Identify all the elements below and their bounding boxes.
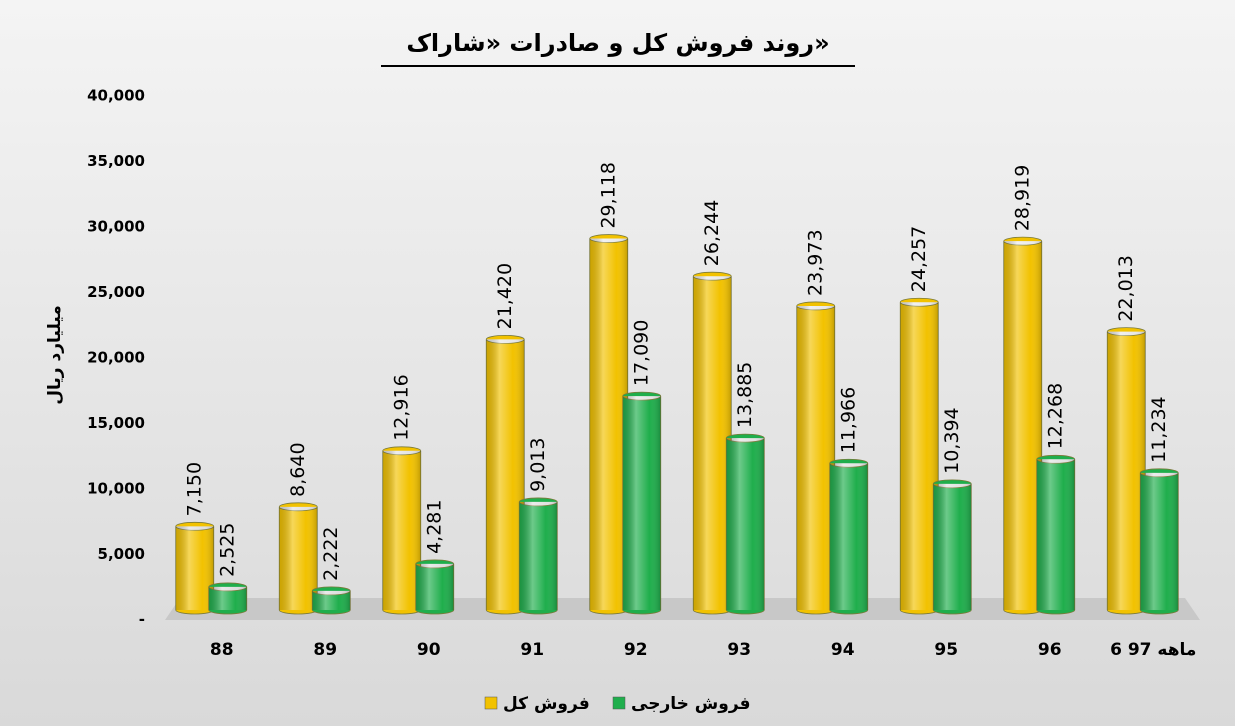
x-tick-label: 6 ماهه 97 (1110, 640, 1196, 660)
value-label: 23,973 (804, 229, 826, 295)
y-tick-label: 5,000 (98, 545, 145, 563)
value-label: 9,013 (527, 438, 549, 492)
x-tick-label: 91 (520, 640, 544, 660)
bar-shine (175, 526, 214, 610)
y-tick-label: 30,000 (87, 218, 145, 236)
value-label: 26,244 (701, 200, 723, 266)
value-label: 17,090 (630, 320, 652, 386)
x-tick-label: 93 (727, 640, 751, 660)
value-label: 21,420 (494, 263, 516, 329)
value-label: 12,916 (390, 374, 412, 440)
value-label: 29,118 (597, 162, 619, 228)
bar-shine (519, 501, 558, 610)
y-tick-label: 15,000 (87, 414, 145, 432)
bar-shine (933, 483, 972, 610)
bar-shine (1107, 331, 1146, 610)
bar-shine (829, 463, 868, 610)
y-tick-label: 10,000 (87, 480, 145, 498)
legend-swatch (484, 696, 498, 710)
bar-shine (1003, 241, 1042, 610)
value-label: 28,919 (1011, 165, 1033, 231)
value-label: 11,234 (1148, 396, 1170, 462)
legend-label: فروش کل (503, 694, 590, 714)
bar-shine (1140, 472, 1179, 610)
bar-shine (486, 339, 525, 610)
bar-shine (796, 305, 835, 610)
bar-shine (382, 450, 421, 610)
value-label: 10,394 (941, 407, 963, 473)
x-tick-label: 92 (624, 640, 648, 660)
bar-shine (279, 506, 318, 610)
value-label: 2,525 (216, 523, 238, 577)
x-tick-label: 94 (831, 640, 855, 660)
bar-shine (726, 438, 765, 610)
y-tick-label: 40,000 (87, 87, 145, 105)
bar-shine (208, 586, 247, 610)
x-tick-label: 88 (210, 640, 234, 660)
y-tick-label: - (139, 611, 145, 629)
value-label: 22,013 (1115, 255, 1137, 321)
bar-shine (312, 590, 351, 610)
value-label: 7,150 (183, 462, 205, 516)
value-label: 12,268 (1044, 383, 1066, 449)
value-label: 2,222 (320, 526, 342, 580)
y-tick-label: 25,000 (87, 283, 145, 301)
value-label: 8,640 (287, 442, 309, 496)
x-tick-label: 90 (417, 640, 441, 660)
chart-title: روند فروش کل و صادرات «شاراک» (406, 29, 829, 57)
value-label: 24,257 (908, 226, 930, 292)
bar-shine (622, 396, 661, 610)
bar-shine (1036, 459, 1075, 610)
value-label: 13,885 (734, 362, 756, 428)
value-label: 11,966 (837, 387, 859, 453)
x-tick-label: 95 (934, 640, 958, 660)
x-tick-label: 89 (313, 640, 337, 660)
bar-shine (900, 302, 939, 610)
y-tick-label: 35,000 (87, 152, 145, 170)
x-tick-label: 96 (1038, 640, 1062, 660)
bar-shine (589, 238, 628, 610)
value-label: 4,281 (423, 500, 445, 554)
y-tick-label: 20,000 (87, 349, 145, 367)
legend-swatch (612, 696, 626, 710)
legend-label: فروش خارجی (631, 694, 751, 714)
y-axis-label: میلیارد ریال (45, 305, 65, 404)
bar-shine (415, 563, 454, 610)
bar-shine (693, 276, 732, 610)
